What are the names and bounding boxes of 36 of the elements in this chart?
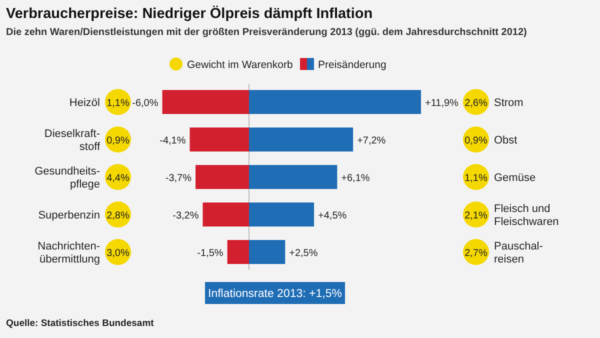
data-label: +7,2% (357, 136, 386, 146)
chart-title: Verbraucherpreise: Niedriger Ölpreis dämpft Inflation (6, 5, 373, 22)
data-label: +6,1% (341, 173, 370, 184)
text: 2,6% (464, 98, 488, 109)
text: 2,8% (106, 210, 130, 222)
data-label: -4,1% (160, 136, 186, 146)
text: Inflationsrate 2013: +1,5% (208, 288, 342, 300)
text: 0,9% (106, 136, 130, 146)
y-tick-label: Fleisch und Fleischwaren (494, 203, 559, 228)
y-tick-label: Obst (494, 134, 518, 146)
data-label: -3,2% (172, 210, 199, 222)
data-label: -1,5% (197, 248, 224, 259)
data-label: -6,0% (132, 98, 158, 109)
text: 2,7% (464, 248, 488, 259)
text: 1,1% (464, 173, 488, 184)
text: 4,4% (106, 173, 130, 184)
chart-subtitle: Die zehn Waren/Dienstleistungen mit der größten Preisveränderung 2013 (ggü. dem Jahresdurchschnitt 2012) (6, 27, 527, 38)
y-tick-label: Pauschal- reisen (494, 240, 544, 266)
text: 3,0% (106, 248, 130, 259)
data-label: +2,5% (289, 248, 318, 259)
text: 2,1% (464, 210, 488, 222)
y-tick-label: Dieselkraft- stoff (44, 128, 101, 153)
data-label: +11,9% (425, 98, 459, 109)
y-tick-label: Strom (494, 97, 524, 109)
source-note: Quelle: Statistisches Bundesamt (6, 318, 155, 329)
text: 1,1% (106, 98, 130, 109)
legend-label: Preisänderung (318, 59, 386, 71)
text: Gewicht im Warenkorb (187, 59, 293, 71)
y-tick-label: Superbenzin (38, 210, 100, 222)
data-label: +4,5% (318, 210, 347, 222)
y-tick-label: Nachrichten- übermittlung (38, 240, 100, 266)
y-tick-label: Gemüse (494, 172, 536, 184)
y-tick-label: Gesundheits- pflege (34, 166, 100, 190)
data-label: -3,7% (165, 173, 192, 184)
y-tick-label: Heizöl (69, 97, 100, 109)
text: 0,9% (464, 136, 488, 146)
